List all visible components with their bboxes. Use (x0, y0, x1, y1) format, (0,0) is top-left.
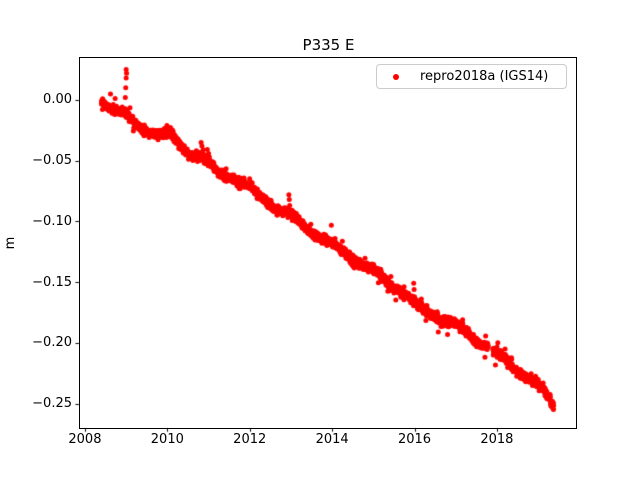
plot-area (79, 57, 577, 429)
x-tick-label: 2008 (68, 432, 102, 447)
y-tick-label: 0.00 (43, 92, 72, 108)
legend: repro2018a (IGS14) (376, 64, 567, 89)
y-tick-label: −0.20 (32, 335, 72, 351)
y-tick-label: −0.05 (32, 153, 72, 169)
y-tick-label: −0.15 (32, 274, 72, 290)
chart-title: P335 E (302, 36, 355, 54)
y-tick-label: −0.25 (32, 396, 72, 412)
y-tick-label: −0.10 (32, 213, 72, 229)
x-tick-label: 2012 (233, 432, 267, 447)
y-axis-label: m (3, 236, 18, 250)
x-tick-label: 2018 (480, 432, 514, 447)
x-tick-label: 2016 (397, 432, 432, 447)
x-tick-label: 2014 (315, 432, 349, 447)
x-tick-label: 2010 (150, 432, 184, 447)
legend-marker-dot-icon (393, 73, 399, 80)
legend-label: repro2018a (IGS14) (420, 69, 549, 84)
